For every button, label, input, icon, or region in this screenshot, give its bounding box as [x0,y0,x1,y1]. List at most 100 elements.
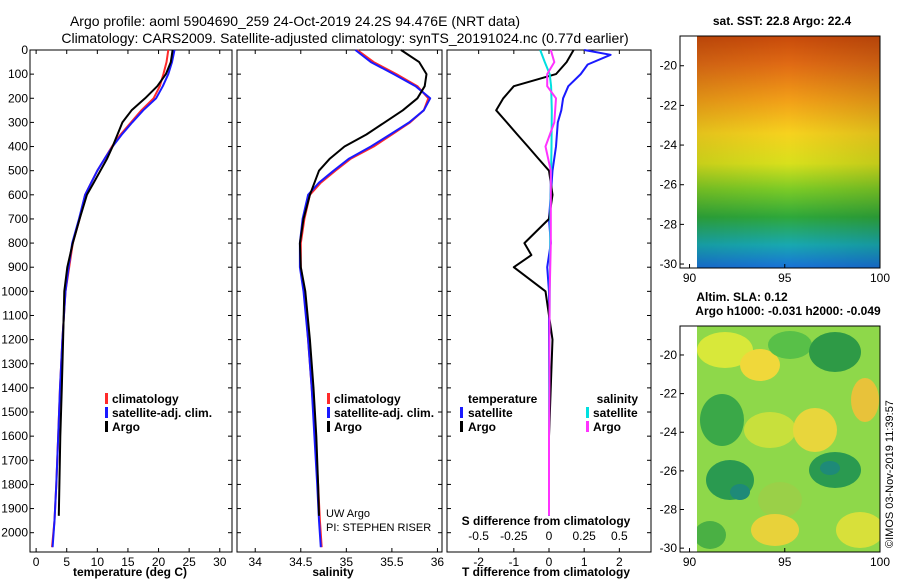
figure-title-line2: Climatology: CARS2009. Satellite-adjuste… [61,30,628,46]
legend-label-climatology: climatology [112,392,179,406]
y-tick-label: 1000 [1,284,28,298]
legend-swatch-argo [327,421,330,432]
map-y-tick-label: -22 [660,98,678,112]
secondary-x-tick-label: 0 [546,529,553,543]
legend-label-t-satellite: satellite [468,406,513,420]
map-y-tick-label: -26 [660,178,678,192]
sst-map-frame [679,35,881,269]
map-y-tick-label: -30 [660,541,678,555]
y-tick-label: 400 [8,140,28,154]
series-argo-line [57,49,174,516]
series-salinity-argo-line [544,49,557,516]
legend-swatch-satellite [327,407,330,418]
sst-map-title: sat. SST: 22.8 Argo: 22.4 [713,14,852,28]
legend-label-satellite: satellite-adj. clim. [112,406,212,420]
x-tick-label: 35.5 [380,555,404,569]
legend-title-salinity: salinity [597,392,639,406]
y-tick-label: 500 [8,164,28,178]
x-tick-label: 10 [91,555,105,569]
map-y-tick-label: -26 [660,464,678,478]
legend-swatch-argo [105,421,108,432]
map-x-tick-label: 95 [778,271,792,285]
map-x-tick-label: 100 [870,555,890,569]
sla-field [697,326,880,552]
series-argo-line [298,49,428,516]
x-tick-label: 25 [182,555,196,569]
figure-title-line1: Argo profile: aoml 5904690_259 24-Oct-20… [70,13,520,29]
sst-field-shading [697,36,880,268]
map-y-tick-label: -22 [660,387,678,401]
x-tick-label: 36 [431,555,445,569]
t-difference-xlabel: T difference from climatology [462,565,630,579]
y-tick-label: 200 [8,91,28,105]
map-y-tick-label: -20 [660,59,678,73]
y-tick-label: 600 [8,188,28,202]
legend-swatch-s-satellite [586,407,589,418]
salinity-legend: climatology satellite-adj. clim. Argo [327,392,434,434]
map-y-tick-label: -20 [660,348,678,362]
y-tick-label: 1100 [2,308,28,322]
map-x-tick-label: 90 [683,555,697,569]
salinity-note-pi: PI: STEPHEN RISER [326,522,431,534]
series-satellite-adj-clim-line [51,49,176,548]
x-tick-label: 1 [581,555,588,569]
map-y-tick-label: -28 [660,503,678,517]
legend-title-temperature: temperature [468,392,538,406]
secondary-x-tick-label: -0.25 [500,529,528,543]
map-y-tick-label: -30 [660,257,678,271]
map-x-tick-label: 95 [778,555,792,569]
legend-swatch-t-satellite [460,407,463,418]
y-tick-label: 900 [8,260,28,274]
temperature-xlabel: temperature (deg C) [73,565,187,579]
map-y-tick-label: -24 [660,425,678,439]
imos-credit: ©IMOS 03-Nov-2019 11:39:57 [884,400,896,548]
temperature-panel: 0100200300400500600700800900100011001200… [1,43,233,579]
secondary-x-tick-label: 0.25 [572,529,596,543]
sla-map-title-line2: Argo h1000: -0.031 h2000: -0.049 [695,304,881,318]
sla-map: Altim. SLA: 0.12 Argo h1000: -0.031 h200… [660,290,891,569]
map-y-tick-label: -24 [660,138,678,152]
x-tick-label: 34.5 [289,555,313,569]
series-temperature-argo-line [495,49,575,516]
legend-swatch-climatology [105,393,108,404]
y-tick-label: 1300 [1,357,28,371]
legend-label-argo: Argo [112,420,140,434]
y-tick-label: 1600 [1,429,28,443]
map-x-tick-label: 90 [683,271,697,285]
y-tick-label: 1800 [1,477,28,491]
difference-panel: -2 -1 0 1 2 -0.5 -0.25 0 0.25 0.5 S difference fr… [446,49,652,579]
temperature-legend: climatology satellite-adj. clim. Argo [105,392,212,434]
x-tick-label: 15 [121,555,135,569]
x-tick-label: 5 [63,555,70,569]
x-tick-label: -2 [473,555,484,569]
y-tick-label: 1900 [1,502,28,516]
y-tick-label: 1700 [1,453,28,467]
secondary-x-tick-label: 0.5 [611,529,628,543]
map-y-tick-label: -28 [660,217,678,231]
salinity-plot-frame [236,49,443,553]
legend-label-argo: Argo [334,420,362,434]
x-tick-label: -1 [508,555,519,569]
y-tick-label: 1400 [1,381,28,395]
y-tick-label: 2000 [1,526,28,540]
x-tick-label: 30 [213,555,227,569]
x-tick-label: 2 [616,555,623,569]
legend-swatch-satellite [105,407,108,418]
x-tick-label: 35 [340,555,354,569]
legend-label-climatology: climatology [334,392,401,406]
x-tick-label: 0 [33,555,40,569]
salinity-xlabel: salinity [312,565,354,579]
difference-legend: temperature salinity satellite Argo sate… [460,392,638,434]
legend-swatch-s-argo [586,421,589,432]
sla-map-title-line1: Altim. SLA: 0.12 [696,290,788,304]
y-tick-label: 800 [8,236,28,250]
secondary-x-tick-label: -0.5 [468,529,489,543]
y-tick-label: 0 [21,43,28,57]
salinity-panel: 34 34.5 35 35.5 36 salinity climatology sate… [236,49,445,579]
sla-map-frame [679,325,881,553]
salinity-note-uw-argo: UW Argo [326,508,370,520]
x-tick-label: 20 [152,555,166,569]
series-satellite-adj-clim-line [298,49,432,548]
legend-swatch-t-argo [460,421,463,432]
